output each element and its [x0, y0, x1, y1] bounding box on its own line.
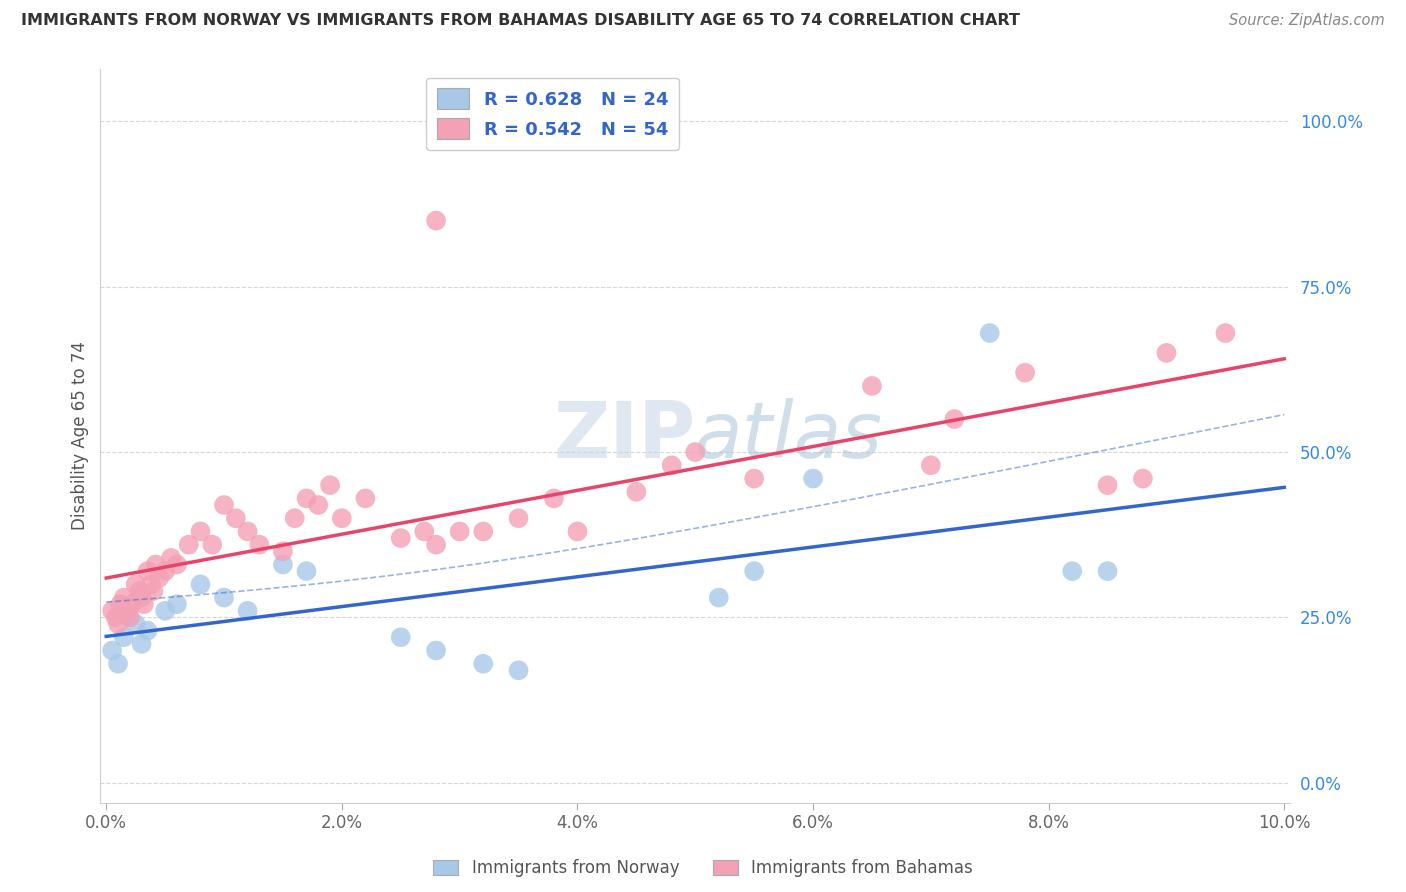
Point	[472, 524, 495, 539]
Point	[742, 564, 765, 578]
Legend: R = 0.628   N = 24, R = 0.542   N = 54: R = 0.628 N = 24, R = 0.542 N = 54	[426, 78, 679, 150]
Point	[112, 591, 135, 605]
Point	[190, 577, 212, 591]
Legend: Immigrants from Norway, Immigrants from Bahamas: Immigrants from Norway, Immigrants from …	[426, 853, 980, 884]
Text: ZIP: ZIP	[553, 398, 695, 474]
Point	[212, 498, 235, 512]
Point	[236, 604, 259, 618]
Point	[389, 630, 412, 644]
Point	[131, 637, 153, 651]
Point	[201, 538, 224, 552]
Point	[1062, 564, 1084, 578]
Point	[449, 524, 471, 539]
Point	[1014, 366, 1036, 380]
Point	[425, 538, 447, 552]
Point	[153, 564, 176, 578]
Point	[472, 657, 495, 671]
Point	[118, 610, 141, 624]
Point	[125, 577, 148, 591]
Point	[136, 624, 159, 638]
Point	[1156, 346, 1178, 360]
Point	[177, 538, 200, 552]
Point	[330, 511, 353, 525]
Point	[307, 498, 329, 512]
Point	[425, 643, 447, 657]
Point	[166, 597, 188, 611]
Point	[118, 610, 141, 624]
Point	[136, 564, 159, 578]
Point	[125, 617, 148, 632]
Point	[742, 471, 765, 485]
Point	[148, 571, 170, 585]
Point	[107, 617, 129, 632]
Point	[160, 550, 183, 565]
Point	[225, 511, 247, 525]
Point	[121, 597, 143, 611]
Point	[354, 491, 377, 506]
Point	[104, 610, 127, 624]
Point	[1215, 326, 1237, 340]
Text: atlas: atlas	[695, 398, 883, 474]
Point	[425, 213, 447, 227]
Point	[319, 478, 342, 492]
Point	[543, 491, 565, 506]
Point	[139, 577, 162, 591]
Point	[683, 445, 706, 459]
Point	[128, 584, 150, 599]
Point	[166, 558, 188, 572]
Point	[101, 643, 124, 657]
Point	[117, 604, 139, 618]
Point	[145, 558, 167, 572]
Point	[101, 604, 124, 618]
Point	[508, 663, 530, 677]
Point	[1097, 564, 1119, 578]
Point	[508, 511, 530, 525]
Point	[284, 511, 307, 525]
Point	[661, 458, 683, 473]
Point	[236, 524, 259, 539]
Point	[707, 591, 730, 605]
Point	[271, 558, 294, 572]
Text: IMMIGRANTS FROM NORWAY VS IMMIGRANTS FROM BAHAMAS DISABILITY AGE 65 TO 74 CORREL: IMMIGRANTS FROM NORWAY VS IMMIGRANTS FRO…	[21, 13, 1019, 29]
Point	[626, 484, 648, 499]
Point	[567, 524, 589, 539]
Point	[1097, 478, 1119, 492]
Point	[131, 591, 153, 605]
Point	[142, 584, 165, 599]
Point	[389, 531, 412, 545]
Point	[110, 597, 132, 611]
Point	[271, 544, 294, 558]
Point	[190, 524, 212, 539]
Point	[979, 326, 1001, 340]
Point	[132, 597, 155, 611]
Point	[247, 538, 270, 552]
Point	[212, 591, 235, 605]
Y-axis label: Disability Age 65 to 74: Disability Age 65 to 74	[72, 341, 89, 530]
Point	[112, 630, 135, 644]
Point	[860, 379, 883, 393]
Point	[107, 657, 129, 671]
Point	[295, 564, 318, 578]
Point	[1132, 471, 1154, 485]
Point	[801, 471, 824, 485]
Point	[153, 604, 176, 618]
Point	[943, 412, 966, 426]
Point	[413, 524, 436, 539]
Text: Source: ZipAtlas.com: Source: ZipAtlas.com	[1229, 13, 1385, 29]
Point	[920, 458, 942, 473]
Point	[295, 491, 318, 506]
